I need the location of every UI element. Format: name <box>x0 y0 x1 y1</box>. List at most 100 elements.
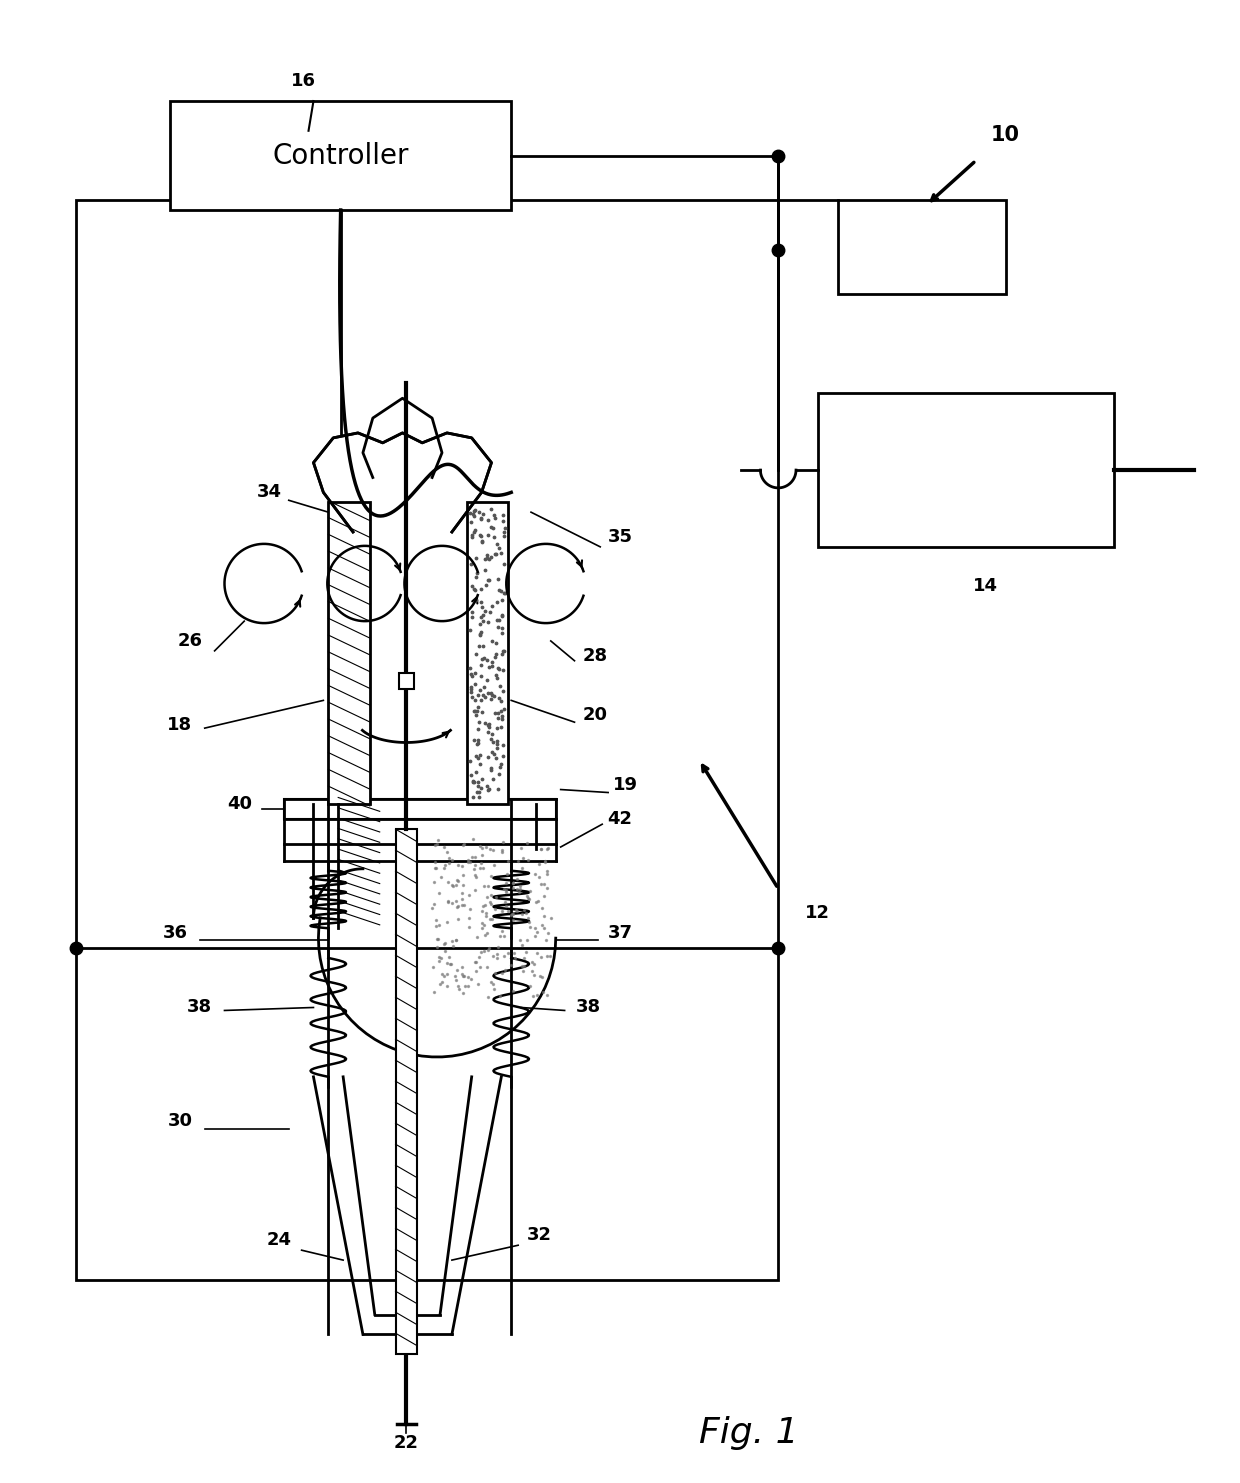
Point <box>512 902 532 925</box>
Point <box>461 762 481 786</box>
Point <box>522 949 542 973</box>
Point <box>525 924 544 948</box>
Text: 24: 24 <box>267 1231 291 1249</box>
Point <box>471 620 491 644</box>
Point <box>429 945 449 968</box>
Point <box>491 752 511 776</box>
Point <box>517 884 537 908</box>
Point <box>492 919 512 943</box>
Point <box>481 884 501 908</box>
Point <box>520 887 539 911</box>
Point <box>507 878 527 902</box>
Point <box>454 863 474 887</box>
Point <box>487 942 507 965</box>
Point <box>511 836 531 860</box>
Point <box>503 876 523 900</box>
Point <box>432 970 451 994</box>
Bar <box>398 673 414 688</box>
Point <box>463 685 482 709</box>
Point <box>466 759 486 783</box>
Point <box>472 610 492 633</box>
Point <box>479 713 498 737</box>
Point <box>471 577 491 601</box>
Point <box>466 960 486 983</box>
Point <box>513 847 533 871</box>
Point <box>537 876 557 900</box>
Point <box>541 906 560 930</box>
Point <box>521 915 541 939</box>
Text: 14: 14 <box>973 577 998 595</box>
Polygon shape <box>314 433 491 532</box>
Point <box>472 595 492 618</box>
Point <box>481 516 501 540</box>
Point <box>463 601 482 624</box>
Point <box>477 921 497 945</box>
Point <box>475 710 495 734</box>
Point <box>465 578 485 602</box>
Point <box>443 928 463 952</box>
Point <box>476 903 496 927</box>
Text: Fig. 1: Fig. 1 <box>698 1416 799 1450</box>
Point <box>480 601 500 624</box>
Point <box>531 945 551 968</box>
Point <box>467 780 487 804</box>
Point <box>466 589 486 612</box>
Point <box>484 684 503 707</box>
Point <box>425 856 445 879</box>
Point <box>494 876 513 900</box>
Point <box>506 899 526 922</box>
Point <box>465 863 485 887</box>
Point <box>429 881 449 905</box>
Point <box>492 838 512 862</box>
Point <box>438 871 458 894</box>
Point <box>432 962 451 986</box>
Point <box>484 945 503 968</box>
Point <box>467 696 487 719</box>
Point <box>482 684 502 707</box>
Point <box>472 529 492 553</box>
Point <box>425 914 445 937</box>
Point <box>481 756 501 780</box>
Point <box>427 909 446 933</box>
Point <box>479 777 498 801</box>
Point <box>479 985 498 1008</box>
Point <box>481 497 501 521</box>
Point <box>465 878 485 902</box>
Point <box>520 879 539 903</box>
Text: 10: 10 <box>991 125 1021 145</box>
Point <box>480 908 500 931</box>
Point <box>455 974 475 998</box>
Point <box>492 621 512 645</box>
Point <box>470 785 490 808</box>
Point <box>525 952 544 976</box>
Point <box>490 685 510 709</box>
Point <box>443 873 463 897</box>
Point <box>423 955 443 979</box>
Text: 42: 42 <box>608 810 632 828</box>
Point <box>448 896 467 919</box>
Point <box>460 897 480 921</box>
Point <box>494 829 513 853</box>
Point <box>439 851 459 875</box>
Point <box>467 925 487 949</box>
Point <box>492 704 512 728</box>
Text: 30: 30 <box>167 1112 192 1130</box>
Point <box>469 633 489 657</box>
Point <box>428 927 448 951</box>
Point <box>485 897 505 921</box>
Point <box>526 891 546 915</box>
Point <box>503 871 523 894</box>
Point <box>494 639 513 663</box>
Point <box>441 952 461 976</box>
Point <box>525 863 544 887</box>
Point <box>444 934 464 958</box>
Point <box>448 869 467 893</box>
Point <box>490 608 510 632</box>
Point <box>477 682 497 706</box>
Point <box>484 730 503 753</box>
Point <box>474 873 494 897</box>
Point <box>477 543 497 567</box>
Point <box>479 939 498 962</box>
Point <box>490 985 510 1008</box>
Point <box>487 946 507 970</box>
